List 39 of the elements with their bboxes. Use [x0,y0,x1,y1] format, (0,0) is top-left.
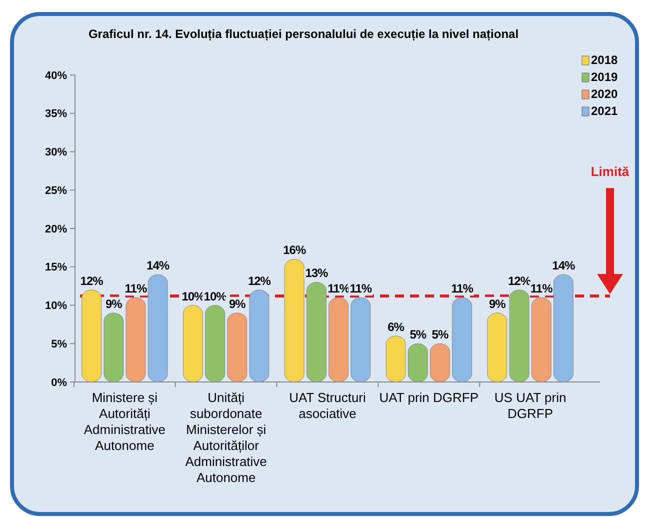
x-tick-label: UAT Structuri asociative [289,390,366,421]
y-tick-label: 0% [51,376,68,389]
data-label: 12% [248,274,272,288]
data-label: 11% [328,282,350,296]
data-label: 5% [432,328,449,342]
x-tick-label: US UAT prin DGRFP [494,390,566,421]
data-label: 11% [350,282,372,296]
y-tick-label: 40% [44,70,68,82]
y-tick-label: 25% [44,184,68,197]
y-tick-label: 30% [44,146,68,159]
data-label: 6% [388,320,405,334]
data-label: 11% [124,282,148,296]
data-label: 9% [228,296,246,311]
data-label: 5% [410,328,427,342]
x-tick-label: UAT prin DGRFP [379,390,479,405]
data-label: 11% [451,282,474,296]
data-label: 14% [552,258,576,273]
y-tick-label: 15% [44,262,68,274]
data-label: 10% [204,289,228,304]
data-label: 13% [305,266,329,280]
data-label: 16% [283,243,306,258]
y-tick-label: 5% [51,338,68,350]
data-label: 12% [508,274,532,288]
ref-line-label: Limită [590,164,630,180]
chart-title: Graficul nr. 14. Evoluția fluctuației personalului de execuție la nivel național [88,27,519,41]
data-label: 14% [146,258,170,273]
legend-label: 2018 [591,53,618,68]
legend-label: 2020 [591,87,618,102]
legend-label: 2021 [591,104,618,118]
data-label: 11% [530,282,554,296]
y-tick-label: 35% [44,108,68,120]
data-label: 9% [105,296,123,311]
y-tick-label: 10% [44,300,68,312]
x-tick-label: Unități subordonate Ministerelor și Autorităților Administrative Autonome [185,390,267,485]
legend-label: 2019 [591,70,618,84]
x-tick-label: Ministere și Autorități Administrative Autonome [84,390,166,453]
data-label: 12% [80,274,104,288]
y-tick-label: 20% [44,223,68,236]
data-label: 9% [489,296,506,311]
